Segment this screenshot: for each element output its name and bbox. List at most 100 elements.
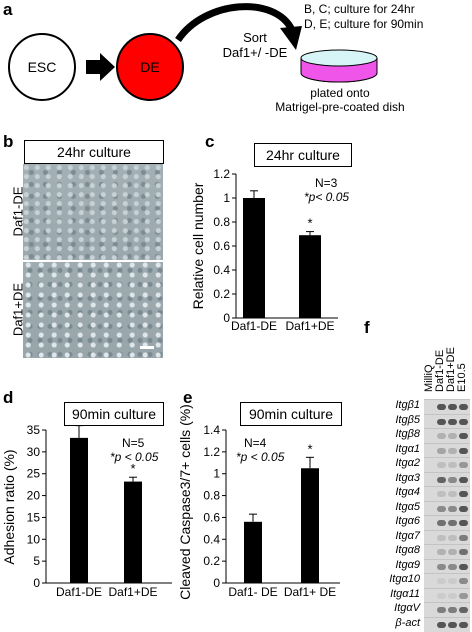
gel-band	[458, 607, 468, 613]
panel-a-schematic	[8, 3, 378, 101]
gel-band	[458, 404, 468, 410]
gel-band	[458, 462, 468, 468]
culture-24hr-label: B, C; culture for 24hr	[304, 2, 415, 16]
bar-daf1-de	[243, 198, 265, 318]
panel-e-n: N=4	[244, 436, 267, 450]
gel-band	[447, 549, 457, 555]
y-tick-label: 15	[27, 510, 41, 524]
gel-row	[424, 500, 470, 516]
gel-band	[436, 433, 446, 439]
gel-band	[458, 578, 468, 584]
y-tick-label: 5	[33, 554, 40, 568]
gel-band	[447, 520, 457, 526]
significance-star: *	[307, 441, 312, 456]
gel-band	[447, 621, 457, 628]
bar-daf1-de	[70, 437, 88, 583]
category-label: Daf1-DE	[231, 319, 277, 333]
gel-band	[447, 505, 457, 512]
y-tick-label: 0.2	[203, 554, 220, 568]
gene-label: Itgα1	[395, 442, 420, 455]
gel-band	[436, 505, 446, 512]
gene-label: Itgα8	[395, 544, 420, 556]
gene-label: Itgβ1	[395, 399, 420, 411]
gel-band	[447, 534, 457, 541]
sort-label: Sort	[243, 30, 267, 45]
gel-band	[436, 578, 446, 584]
y-tick-label: 20	[27, 489, 41, 503]
bar-charts: 0 0.2 0.4 0.6 0.8 1 1.2 Daf1-DE Daf1+DE * Relative…	[1, 167, 340, 600]
panel-d-n: N=5	[122, 436, 145, 450]
gel-band	[436, 418, 446, 425]
panel-d-p: *p < 0.05	[110, 450, 159, 464]
y-tick-label: 25	[27, 467, 41, 481]
esc-cell	[8, 33, 76, 101]
gel-band	[447, 404, 457, 410]
category-label: Daf1+DE	[108, 585, 157, 599]
significance-star: *	[307, 216, 312, 231]
y-tick-label: 0.4	[203, 532, 220, 546]
y-axis-label: Relative cell number	[190, 182, 206, 309]
matrigel-label: Matrigel-pre-coated dish	[275, 100, 405, 114]
esc-label: ESC	[27, 59, 57, 75]
gel-band	[436, 549, 446, 555]
gel-row	[424, 486, 470, 501]
gene-label: Itgα6	[395, 515, 420, 527]
micrograph-daf1-minus	[23, 164, 163, 260]
gel-band	[458, 433, 468, 439]
panel-e-title: 90min culture	[240, 402, 342, 426]
gel-band	[458, 563, 468, 570]
y-tick-label: 1.2	[203, 445, 220, 459]
category-label: Daf1- DE	[228, 585, 277, 599]
gel-row	[424, 602, 470, 617]
y-tick-label: 1.4	[203, 423, 220, 437]
gel-row	[424, 428, 470, 443]
panel-f-letter: f	[364, 318, 370, 337]
y-tick-label: 0	[33, 576, 40, 590]
gel-band	[436, 563, 446, 570]
y-tick-label: 1	[223, 191, 230, 205]
gel-band	[436, 462, 446, 468]
gel-band	[458, 491, 468, 497]
gel-band	[458, 520, 468, 526]
culture-90min-label: D, E; culture for 90min	[304, 17, 424, 31]
gel-band	[458, 418, 468, 425]
panel-b-letter: b	[3, 132, 14, 151]
gel-band	[436, 447, 446, 454]
y-tick-label: 1	[213, 467, 220, 481]
gel-band	[436, 404, 446, 410]
micrograph-daf1-plus	[23, 262, 163, 358]
curved-arrowhead-icon	[280, 26, 302, 50]
bar-daf1-de	[244, 521, 262, 583]
gel-row	[424, 544, 470, 559]
y-tick-label: 0	[213, 576, 220, 590]
panel-c-n: N=3	[315, 176, 338, 190]
gel-band	[436, 592, 446, 599]
gel-row	[424, 471, 470, 487]
gel-band	[458, 592, 468, 599]
y-tick-label: 0.8	[203, 489, 220, 503]
gel-row	[424, 413, 470, 429]
panel-c-letter: c	[205, 132, 215, 151]
panel-a-letter: a	[3, 0, 13, 19]
gel-band	[447, 607, 457, 613]
gel-row	[424, 399, 470, 414]
gel-band	[447, 418, 457, 425]
y-tick-label: 0.6	[213, 239, 230, 253]
gene-label: Itgα10	[389, 573, 420, 585]
panel-e-letter: e	[183, 388, 193, 407]
category-label: Daf1+DE	[285, 319, 334, 333]
gel-row	[424, 442, 470, 458]
gel-band	[447, 592, 457, 599]
category-label: Daf1-DE	[56, 585, 102, 599]
gel-band	[447, 476, 457, 483]
de-cell	[116, 33, 184, 101]
gel-band	[458, 476, 468, 483]
panel-d-title: 90min culture	[64, 402, 164, 426]
lane-label: E10.5	[456, 363, 468, 392]
gel-row	[424, 515, 470, 530]
bar-daf1+de	[301, 468, 319, 583]
plated-label: plated onto	[310, 86, 370, 100]
y-axis-label: Cleaved Caspase3/7+ cells (%)	[177, 404, 193, 600]
significance-star: *	[130, 461, 135, 476]
gel-band	[436, 491, 446, 497]
